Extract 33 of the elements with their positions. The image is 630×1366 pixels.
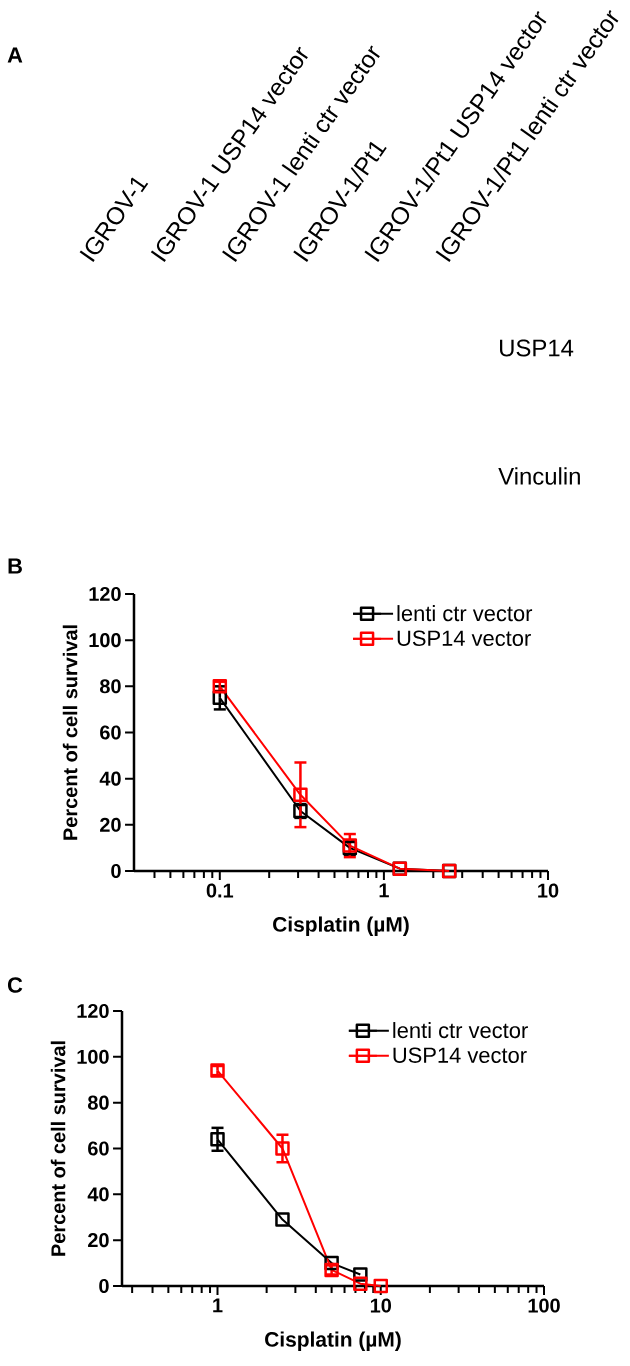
x-tick-label: 1 (379, 883, 389, 898)
x-axis-title: Cisplatin (µM) (265, 1331, 401, 1351)
y-tick-label: 100 (77, 1049, 109, 1064)
x-tick-label: 0.1 (206, 883, 234, 898)
legend-label: USP14 vector (397, 630, 531, 646)
x-tick-label: 10 (370, 1298, 392, 1313)
legend-label: USP14 vector (393, 1047, 527, 1063)
chart-title: C (7, 977, 23, 993)
y-tick-label: 40 (87, 1187, 109, 1202)
x-tick-label: 10 (538, 883, 559, 898)
y-tick-label: 120 (89, 586, 121, 602)
y-axis-title: Percent of cell survival (62, 625, 78, 840)
text: Vinculin (498, 467, 580, 485)
text: USP14 (500, 339, 574, 357)
y-tick-label: 60 (100, 725, 121, 740)
x-axis-title: Cisplatin (µM) (273, 916, 409, 936)
y-axis-title: Percent of cell survival (50, 1041, 66, 1256)
y-tick-label: 100 (89, 633, 121, 648)
x-tick-label: 1 (213, 1298, 223, 1313)
legend-label: lenti ctr vector (397, 605, 533, 622)
y-tick-label: 80 (87, 1095, 109, 1110)
chart-title: B (8, 558, 22, 574)
y-tick-label: 60 (88, 1141, 109, 1156)
y-tick-label: 20 (88, 1233, 109, 1248)
x-tick-label: 100 (528, 1298, 560, 1313)
y-tick-label: 0 (111, 863, 121, 879)
legend-label: lenti ctr vector (393, 1022, 528, 1039)
y-tick-label: 40 (99, 771, 121, 786)
y-tick-label: 20 (100, 817, 121, 832)
y-tick-label: 120 (77, 1003, 109, 1019)
y-tick-label: 80 (99, 679, 121, 694)
text: A (7, 47, 23, 63)
y-tick-label: 0 (99, 1278, 109, 1294)
